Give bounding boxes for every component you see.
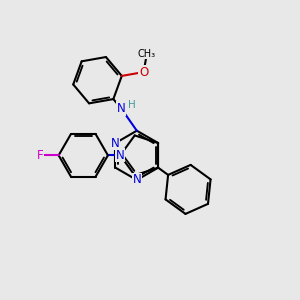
Text: CH₃: CH₃: [138, 49, 156, 59]
Text: N: N: [116, 149, 124, 162]
Text: N: N: [117, 102, 126, 115]
Text: F: F: [37, 149, 44, 162]
Text: O: O: [139, 66, 148, 79]
Text: N: N: [132, 173, 141, 187]
Text: H: H: [128, 100, 136, 110]
Text: N: N: [111, 136, 120, 149]
